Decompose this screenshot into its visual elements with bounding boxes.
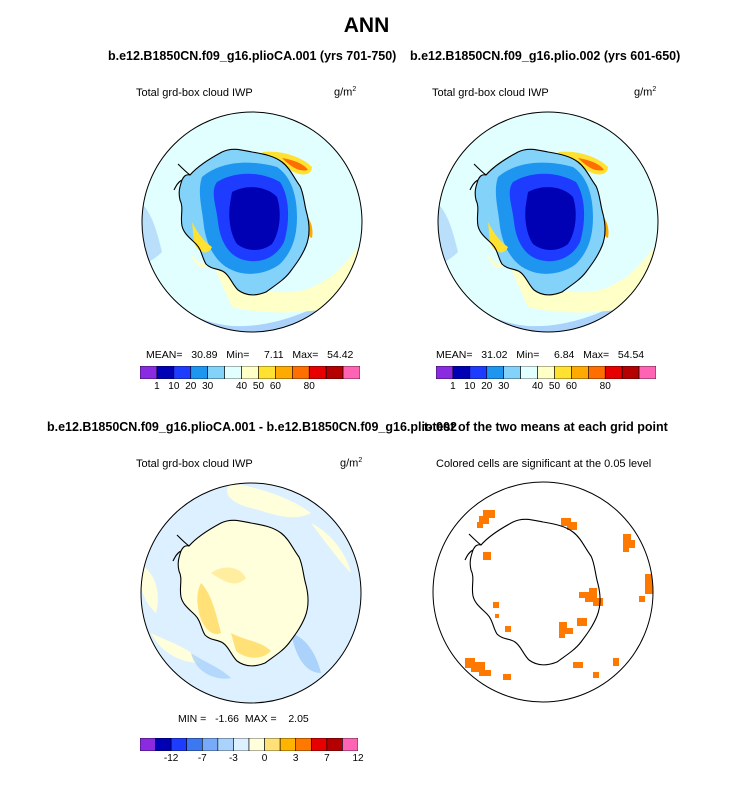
colorbar-tick-label: 80 — [599, 381, 611, 392]
colorbar-tick-label: 1 — [450, 381, 456, 392]
main-title: ANN — [343, 14, 390, 37]
colorbar-box — [604, 366, 623, 379]
panel4-subtitle: Colored cells are significant at the 0.0… — [436, 458, 652, 470]
colorbar-box — [173, 366, 192, 379]
colorbar-box — [325, 366, 344, 379]
colorbar-box — [310, 738, 328, 751]
colorbar-box — [241, 366, 259, 379]
panel3-units: g/m2 — [340, 457, 363, 470]
colorbar-box — [342, 738, 358, 751]
colorbar-tick-label: 20 — [481, 381, 493, 392]
colorbar-tick-label: -3 — [228, 753, 238, 764]
panel3-map — [140, 482, 362, 704]
colorbar-tick-label: 20 — [185, 381, 197, 392]
colorbar-box — [190, 366, 208, 379]
colorbar-box — [621, 366, 640, 379]
colorbar-box — [170, 738, 188, 751]
colorbar-box — [140, 366, 158, 379]
colorbar-box — [503, 366, 521, 379]
colorbar-box — [155, 738, 172, 751]
panel3-colorbar — [140, 738, 358, 751]
colorbar-box — [469, 366, 488, 379]
colorbar-box — [217, 738, 234, 751]
panel2-colorbar — [436, 366, 656, 379]
colorbar-box — [279, 738, 297, 751]
colorbar-box — [571, 366, 589, 379]
colorbar-tick-label: 30 — [498, 381, 510, 392]
colorbar-tick-label: 10 — [464, 381, 476, 392]
colorbar-tick-label: 0 — [261, 753, 268, 764]
colorbar-box — [201, 738, 219, 751]
colorbar-tick-label: 60 — [565, 381, 577, 392]
colorbar-box — [275, 366, 293, 379]
panel4-title: t-test of the two means at each grid poi… — [424, 420, 668, 434]
colorbar-tick-label: 50 — [252, 381, 265, 392]
colorbar-box — [520, 366, 538, 379]
panel3-title: b.e12.B1850CN.f09_g16.plioCA.001 - b.e12… — [47, 420, 457, 434]
colorbar-tick-label: 80 — [303, 381, 315, 392]
colorbar-tick-label: 10 — [168, 381, 180, 392]
colorbar-box — [452, 366, 471, 379]
colorbar-tick-label: 12 — [352, 753, 364, 764]
colorbar-tick-label: 40 — [531, 381, 544, 392]
colorbar-tick-label: 50 — [548, 381, 561, 392]
panel1-stats: MEAN= 30.89 Min= 7.11 Max= 54.42 — [146, 349, 354, 361]
colorbar-box — [554, 366, 572, 379]
panel1-colorbar — [140, 366, 360, 379]
panel1-title: b.e12.B1850CN.f09_g16.plioCA.001 (yrs 70… — [108, 49, 397, 63]
panel2-stats: MEAN= 31.02 Min= 6.84 Max= 54.54 — [436, 349, 645, 361]
colorbar-box — [224, 366, 242, 379]
panel3-colorbar-labels: -12 -7 -3 0 3 7 12 — [140, 753, 364, 767]
colorbar-tick-label: 1 — [154, 381, 160, 392]
colorbar-box — [326, 738, 343, 751]
colorbar-box — [486, 366, 504, 379]
colorbar-box — [207, 366, 225, 379]
panel1-variable: Total grd-box cloud IWP — [136, 87, 253, 99]
panel4-map — [432, 481, 654, 703]
colorbar-box — [638, 366, 656, 379]
colorbar-tick-label: 3 — [292, 753, 299, 764]
panel2-colorbar-labels: 1 10 20 30 40 50 60 80 — [436, 381, 656, 395]
colorbar-box — [186, 738, 203, 751]
colorbar-tick-label: -7 — [197, 753, 207, 764]
colorbar-box — [342, 366, 360, 379]
panel2-title: b.e12.B1850CN.f09_g16.plio.002 (yrs 601-… — [410, 49, 681, 63]
panel3-variable: Total grd-box cloud IWP — [136, 458, 253, 470]
colorbar-box — [140, 738, 156, 751]
colorbar-box — [295, 738, 312, 751]
colorbar-box — [308, 366, 327, 379]
colorbar-box — [537, 366, 555, 379]
colorbar-box — [436, 366, 454, 379]
colorbar-box — [248, 738, 265, 751]
colorbar-box — [156, 366, 175, 379]
colorbar-box — [292, 366, 310, 379]
colorbar-box — [264, 738, 281, 751]
colorbar-tick-label: 7 — [324, 753, 330, 764]
panel2-variable: Total grd-box cloud IWP — [432, 87, 549, 99]
panel2-units: g/m2 — [634, 86, 657, 99]
panel2-map — [437, 111, 659, 333]
panel1-map — [141, 111, 363, 333]
colorbar-tick-label: 30 — [202, 381, 214, 392]
colorbar-tick-label: 60 — [269, 381, 281, 392]
colorbar-box — [588, 366, 606, 379]
panel1-units: g/m2 — [334, 86, 357, 99]
colorbar-box — [258, 366, 276, 379]
panel3-stats: MIN = -1.66 MAX = 2.05 — [178, 713, 309, 725]
colorbar-tick-label: 40 — [235, 381, 248, 392]
colorbar-box — [233, 738, 250, 751]
panel1-colorbar-labels: 1 10 20 30 40 50 60 80 — [140, 381, 360, 395]
colorbar-tick-label: -12 — [163, 753, 179, 764]
